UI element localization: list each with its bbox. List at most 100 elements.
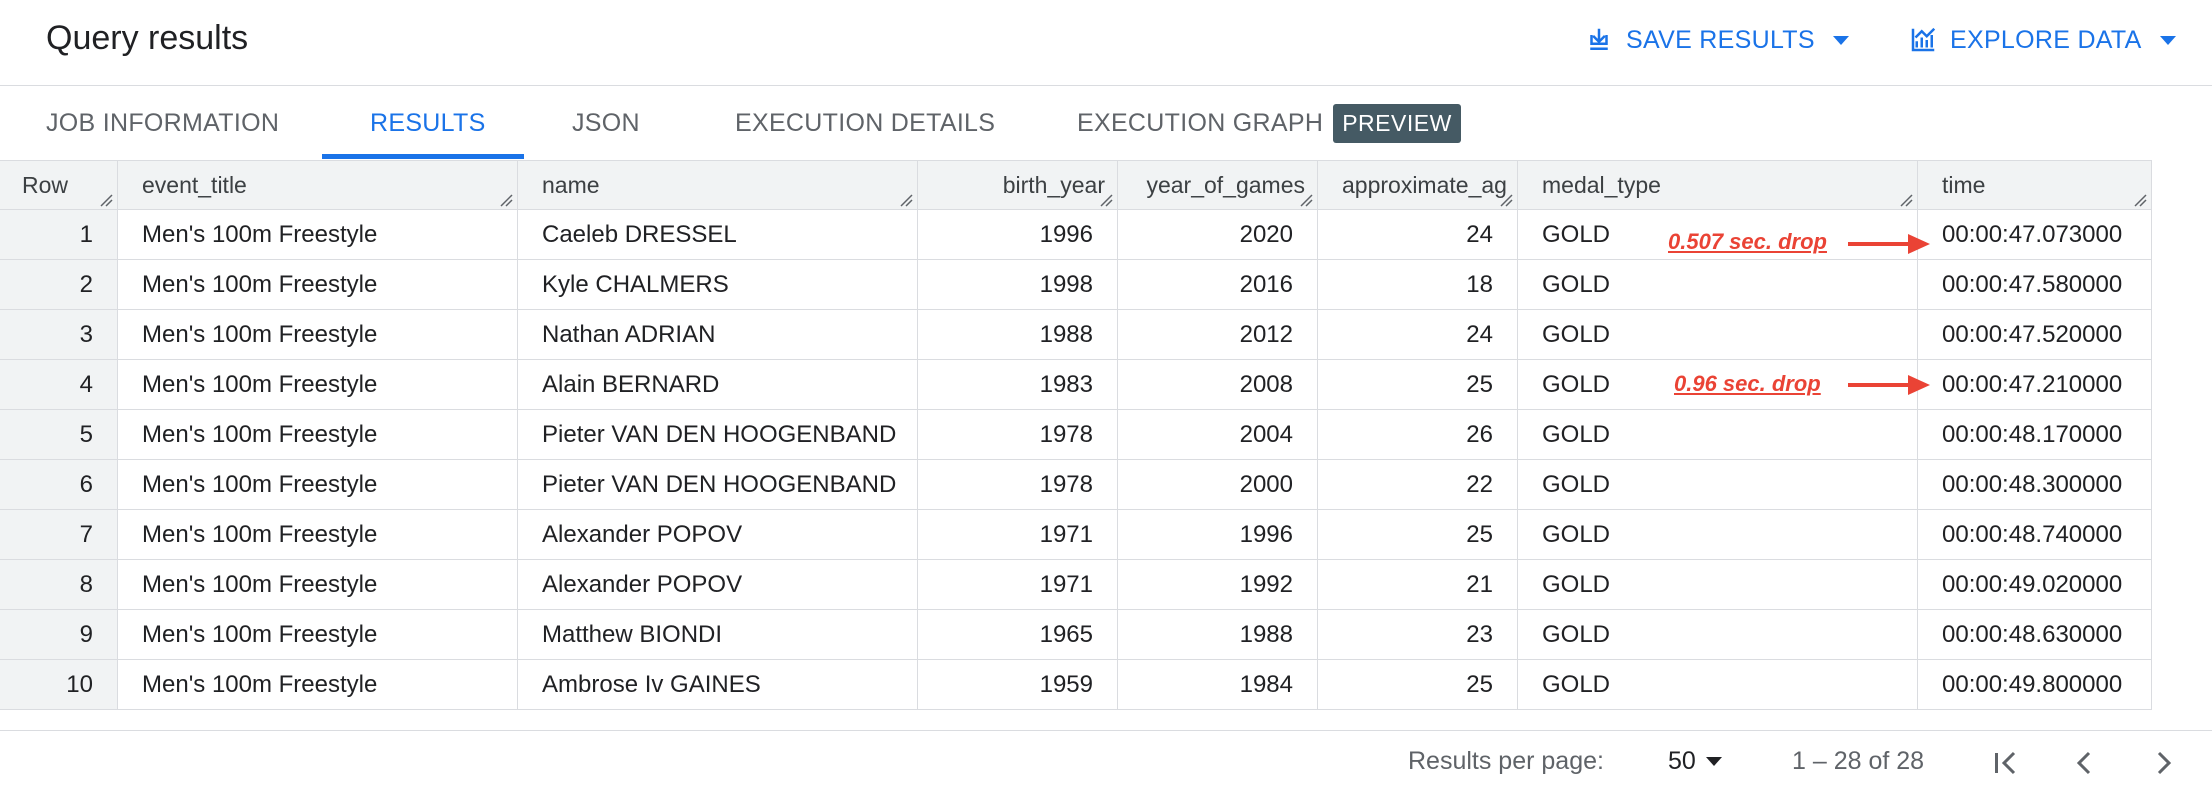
header-col-row[interactable]: Row bbox=[0, 161, 118, 209]
cell-row: 4 bbox=[0, 360, 118, 409]
table-row[interactable]: 8 Men's 100m Freestyle Alexander POPOV 1971… bbox=[0, 560, 2152, 610]
table-header-row: Row event_title name birth_year year_of_game… bbox=[0, 160, 2152, 210]
column-resize-icon[interactable] bbox=[899, 193, 913, 207]
cell-name: Caeleb DRESSEL bbox=[518, 210, 918, 259]
column-header-label: time bbox=[1942, 171, 1986, 198]
cell-medal-type: GOLD bbox=[1518, 260, 1918, 309]
cell-approximate-age: 25 bbox=[1318, 510, 1518, 559]
explore-data-button[interactable]: EXPLORE DATA bbox=[1908, 20, 2176, 60]
download-icon bbox=[1590, 28, 1608, 50]
cell-time: 00:00:49.800000 bbox=[1918, 660, 2152, 709]
annotation-drop-1: 0.507 sec. drop bbox=[1668, 229, 1827, 254]
table-row[interactable]: 3 Men's 100m Freestyle Nathan ADRIAN 1988 20… bbox=[0, 310, 2152, 360]
cell-year-of-games: 2000 bbox=[1118, 460, 1318, 509]
results-per-page-value: 50 bbox=[1668, 747, 1696, 775]
cell-event-title: Men's 100m Freestyle bbox=[118, 360, 518, 409]
previous-page-icon[interactable] bbox=[2064, 743, 2104, 783]
cell-time: 00:00:48.630000 bbox=[1918, 610, 2152, 659]
header-col-year-of-games[interactable]: year_of_games bbox=[1118, 161, 1318, 209]
cell-name: Kyle CHALMERS bbox=[518, 260, 918, 309]
table-row[interactable]: 6 Men's 100m Freestyle Pieter VAN DEN HOOG… bbox=[0, 460, 2152, 510]
column-resize-icon[interactable] bbox=[99, 193, 113, 207]
next-page-icon[interactable] bbox=[2144, 743, 2184, 783]
table-row[interactable]: 1 Men's 100m Freestyle Caeleb DRESSEL 1996 2… bbox=[0, 210, 2152, 260]
pagination-range: 1 – 28 of 28 bbox=[1792, 747, 1925, 775]
cell-name: Matthew BIONDI bbox=[518, 610, 918, 659]
column-header-label: Row bbox=[22, 171, 69, 198]
cell-approximate-age: 26 bbox=[1318, 410, 1518, 459]
column-header-label: event_title bbox=[142, 171, 247, 198]
header-col-medal-type[interactable]: medal_type bbox=[1518, 161, 1918, 209]
tab-results[interactable]: RESULTS bbox=[370, 86, 486, 160]
column-resize-icon[interactable] bbox=[1899, 193, 1913, 207]
header-col-approximate-age[interactable]: approximate_ag bbox=[1318, 161, 1518, 209]
column-resize-icon[interactable] bbox=[1299, 193, 1313, 207]
column-resize-icon[interactable] bbox=[1099, 193, 1113, 207]
cell-row: 2 bbox=[0, 260, 118, 309]
cell-time: 00:00:47.520000 bbox=[1918, 310, 2152, 359]
cell-approximate-age: 18 bbox=[1318, 260, 1518, 309]
table-row[interactable]: 4 Men's 100m Freestyle Alain BERNARD 1983 20… bbox=[0, 360, 2152, 410]
cell-time: 00:00:48.300000 bbox=[1918, 460, 2152, 509]
cell-year-of-games: 2016 bbox=[1118, 260, 1318, 309]
cell-year-of-games: 2012 bbox=[1118, 310, 1318, 359]
column-resize-icon[interactable] bbox=[1499, 193, 1513, 207]
column-header-label: year_of_games bbox=[1146, 171, 1305, 198]
table-row[interactable]: 2 Men's 100m Freestyle Kyle CHALMERS 1998 20… bbox=[0, 260, 2152, 310]
explore-data-label: EXPLORE DATA bbox=[1950, 25, 2142, 54]
table-row[interactable]: 5 Men's 100m Freestyle Pieter VAN DEN HOOG… bbox=[0, 410, 2152, 460]
cell-year-of-games: 1988 bbox=[1118, 610, 1318, 659]
results-table: Row event_title name birth_year year_of_game… bbox=[0, 160, 2212, 730]
column-resize-icon[interactable] bbox=[499, 193, 513, 207]
cell-year-of-games: 1996 bbox=[1118, 510, 1318, 559]
query-results-header: Query results SAVE RESULTS EXPLORE DATA bbox=[0, 0, 2212, 86]
tab-execution-details[interactable]: EXECUTION DETAILS bbox=[735, 86, 995, 160]
header-col-birth-year[interactable]: birth_year bbox=[918, 161, 1118, 209]
arrow-right-icon bbox=[1848, 234, 1930, 254]
chart-icon bbox=[1911, 27, 1936, 52]
header-col-event-title[interactable]: event_title bbox=[118, 161, 518, 209]
cell-time: 00:00:47.580000 bbox=[1918, 260, 2152, 309]
chevron-down-icon bbox=[1832, 35, 1849, 45]
cell-name: Alexander POPOV bbox=[518, 510, 918, 559]
header-col-name[interactable]: name bbox=[518, 161, 918, 209]
active-tab-indicator bbox=[322, 154, 524, 159]
cell-time: 00:00:49.020000 bbox=[1918, 560, 2152, 609]
cell-birth-year: 1988 bbox=[918, 310, 1118, 359]
cell-medal-type: GOLD bbox=[1518, 460, 1918, 509]
cell-year-of-games: 2004 bbox=[1118, 410, 1318, 459]
cell-approximate-age: 24 bbox=[1318, 210, 1518, 259]
cell-birth-year: 1965 bbox=[918, 610, 1118, 659]
cell-row: 3 bbox=[0, 310, 118, 359]
cell-medal-type: GOLD bbox=[1518, 410, 1918, 459]
cell-medal-type: GOLD bbox=[1518, 660, 1918, 709]
cell-birth-year: 1996 bbox=[918, 210, 1118, 259]
tab-execution-graph[interactable]: EXECUTION GRAPH PREVIEW bbox=[1077, 86, 1461, 160]
pagination-footer: Results per page: 50 1 – 28 of 28 bbox=[0, 730, 2212, 794]
cell-name: Pieter VAN DEN HOOGENBAND bbox=[518, 460, 918, 509]
cell-medal-type: GOLD bbox=[1518, 610, 1918, 659]
preview-badge: PREVIEW bbox=[1333, 103, 1461, 143]
first-page-icon[interactable] bbox=[1986, 743, 2026, 783]
cell-time: 00:00:47.210000 bbox=[1918, 360, 2152, 409]
table-row[interactable]: 7 Men's 100m Freestyle Alexander POPOV 1971… bbox=[0, 510, 2152, 560]
table-row[interactable]: 9 Men's 100m Freestyle Matthew BIONDI 1965 1… bbox=[0, 610, 2152, 660]
table-row[interactable]: 10 Men's 100m Freestyle Ambrose Iv GAINES 1… bbox=[0, 660, 2152, 710]
cell-event-title: Men's 100m Freestyle bbox=[118, 660, 518, 709]
arrow-right-icon bbox=[1848, 375, 1930, 395]
cell-row: 7 bbox=[0, 510, 118, 559]
header-col-time[interactable]: time bbox=[1918, 161, 2152, 209]
cell-medal-type: GOLD bbox=[1518, 510, 1918, 559]
cell-event-title: Men's 100m Freestyle bbox=[118, 410, 518, 459]
cell-medal-type: GOLD bbox=[1518, 210, 1918, 259]
column-header-label: name bbox=[542, 171, 600, 198]
cell-approximate-age: 24 bbox=[1318, 310, 1518, 359]
tab-job-information[interactable]: JOB INFORMATION bbox=[46, 86, 279, 160]
save-results-button[interactable]: SAVE RESULTS bbox=[1584, 20, 1849, 60]
tab-label: RESULTS bbox=[370, 108, 486, 137]
tab-json[interactable]: JSON bbox=[572, 86, 640, 160]
cell-event-title: Men's 100m Freestyle bbox=[118, 610, 518, 659]
results-per-page-select[interactable]: 50 bbox=[1668, 747, 1722, 776]
cell-approximate-age: 22 bbox=[1318, 460, 1518, 509]
column-resize-icon[interactable] bbox=[2133, 193, 2147, 207]
